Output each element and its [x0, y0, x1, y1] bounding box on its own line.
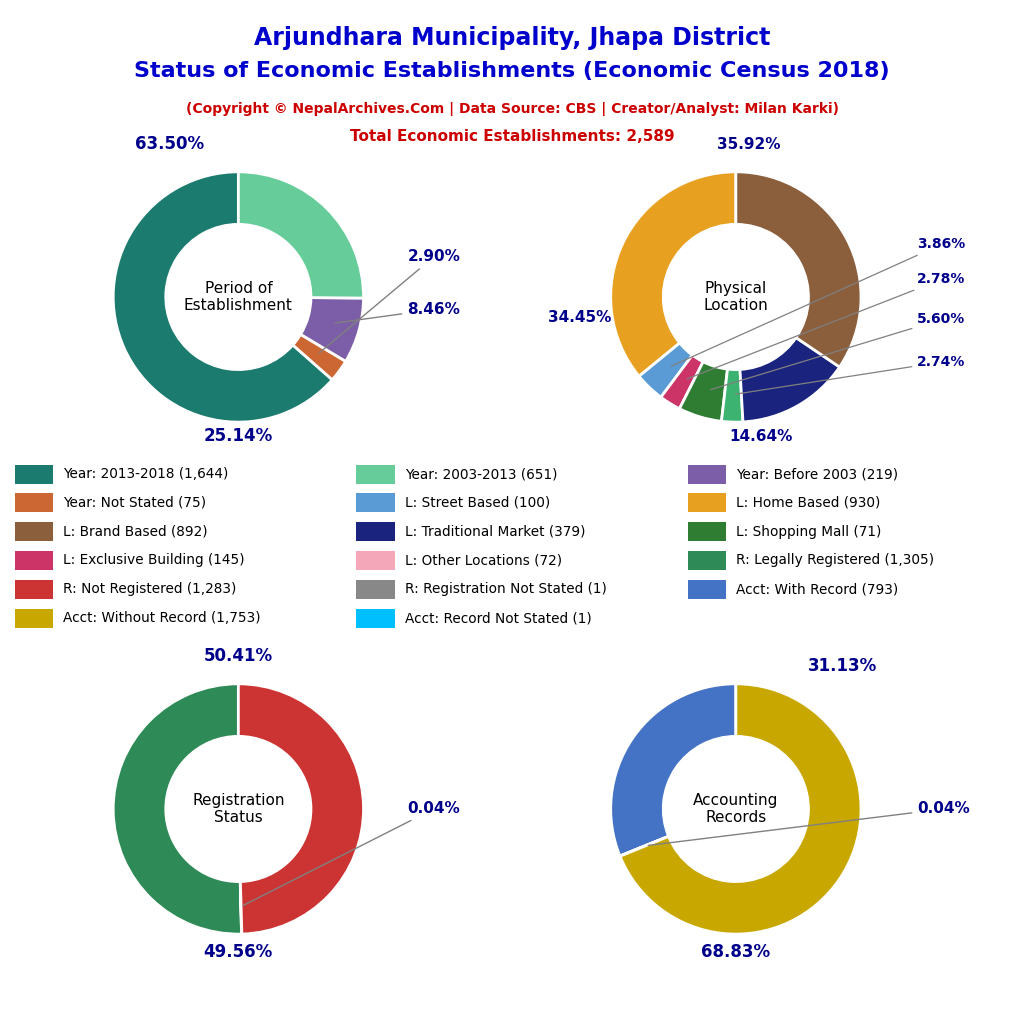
Text: Acct: With Record (793): Acct: With Record (793) [736, 583, 898, 596]
Text: Year: Not Stated (75): Year: Not Stated (75) [63, 496, 207, 510]
Text: Acct: Record Not Stated (1): Acct: Record Not Stated (1) [404, 611, 592, 625]
Bar [356, 608, 394, 628]
Text: Physical
Location: Physical Location [703, 281, 768, 313]
Bar [688, 465, 726, 483]
Bar [15, 551, 53, 570]
Text: L: Exclusive Building (145): L: Exclusive Building (145) [63, 553, 245, 567]
Text: L: Other Locations (72): L: Other Locations (72) [404, 553, 562, 567]
Text: Registration
Status: Registration Status [193, 793, 285, 825]
Text: 3.86%: 3.86% [671, 238, 966, 367]
Wedge shape [301, 298, 364, 361]
Text: R: Legally Registered (1,305): R: Legally Registered (1,305) [736, 553, 934, 567]
Text: Arjundhara Municipality, Jhapa District: Arjundhara Municipality, Jhapa District [254, 26, 770, 49]
Text: Status of Economic Establishments (Economic Census 2018): Status of Economic Establishments (Econo… [134, 61, 890, 82]
Text: Accounting
Records: Accounting Records [693, 793, 778, 825]
Text: L: Street Based (100): L: Street Based (100) [404, 496, 550, 510]
Wedge shape [239, 172, 364, 298]
Text: Acct: Without Record (1,753): Acct: Without Record (1,753) [63, 611, 261, 625]
Text: Year: Before 2003 (219): Year: Before 2003 (219) [736, 467, 898, 481]
Wedge shape [610, 684, 736, 856]
Text: Year: 2013-2018 (1,644): Year: 2013-2018 (1,644) [63, 467, 228, 481]
Wedge shape [660, 355, 703, 409]
Bar [356, 522, 394, 541]
Bar [15, 522, 53, 541]
Bar [356, 465, 394, 483]
Bar [356, 551, 394, 570]
Text: R: Registration Not Stated (1): R: Registration Not Stated (1) [404, 583, 606, 596]
Bar [688, 551, 726, 570]
Circle shape [166, 224, 311, 370]
Text: 49.56%: 49.56% [204, 943, 273, 961]
Text: 2.78%: 2.78% [687, 272, 966, 379]
Text: L: Traditional Market (379): L: Traditional Market (379) [404, 524, 585, 539]
Text: 34.45%: 34.45% [548, 310, 611, 325]
Bar [688, 580, 726, 599]
Circle shape [166, 736, 311, 882]
Text: L: Shopping Mall (71): L: Shopping Mall (71) [736, 524, 882, 539]
Wedge shape [620, 684, 861, 934]
Wedge shape [610, 172, 736, 376]
Wedge shape [639, 343, 692, 397]
Wedge shape [114, 172, 332, 422]
Text: Total Economic Establishments: 2,589: Total Economic Establishments: 2,589 [349, 129, 675, 144]
Wedge shape [620, 837, 669, 856]
Bar [356, 580, 394, 599]
Wedge shape [740, 338, 840, 422]
Wedge shape [114, 684, 242, 934]
Text: 8.46%: 8.46% [335, 302, 460, 323]
Text: 5.60%: 5.60% [711, 312, 966, 390]
Circle shape [664, 736, 809, 882]
Text: 31.13%: 31.13% [808, 657, 877, 675]
Text: L: Brand Based (892): L: Brand Based (892) [63, 524, 208, 539]
Bar [15, 465, 53, 483]
Wedge shape [680, 361, 727, 421]
Text: 50.41%: 50.41% [204, 647, 273, 666]
Bar [688, 522, 726, 541]
Text: R: Not Registered (1,283): R: Not Registered (1,283) [63, 583, 237, 596]
Text: 2.74%: 2.74% [735, 355, 966, 394]
Text: 63.50%: 63.50% [135, 135, 204, 154]
Text: 25.14%: 25.14% [204, 427, 273, 444]
Text: 14.64%: 14.64% [729, 429, 793, 443]
Wedge shape [239, 684, 364, 934]
Text: (Copyright © NepalArchives.Com | Data Source: CBS | Creator/Analyst: Milan Karki: (Copyright © NepalArchives.Com | Data So… [185, 102, 839, 117]
Bar [356, 494, 394, 512]
Text: Year: 2003-2013 (651): Year: 2003-2013 (651) [404, 467, 557, 481]
Bar [15, 608, 53, 628]
Wedge shape [722, 369, 743, 422]
Text: Period of
Establishment: Period of Establishment [184, 281, 293, 313]
Bar [688, 494, 726, 512]
Text: 35.92%: 35.92% [717, 137, 780, 153]
Wedge shape [293, 334, 346, 380]
Wedge shape [241, 882, 242, 934]
Text: L: Home Based (930): L: Home Based (930) [736, 496, 881, 510]
Text: 0.04%: 0.04% [648, 802, 970, 846]
Circle shape [664, 224, 809, 370]
Bar [15, 580, 53, 599]
Wedge shape [736, 172, 861, 367]
Text: 0.04%: 0.04% [244, 802, 460, 905]
Text: 2.90%: 2.90% [319, 250, 460, 353]
Bar [15, 494, 53, 512]
Text: 68.83%: 68.83% [701, 943, 770, 961]
